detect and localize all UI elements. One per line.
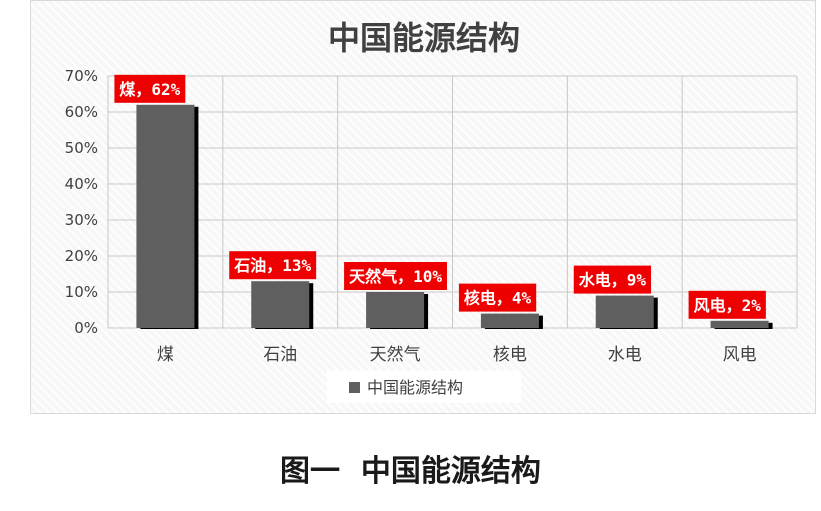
x-category-label: 煤 — [157, 345, 174, 365]
data-label-background — [114, 74, 186, 103]
y-tick-label: 60% — [65, 103, 98, 121]
data-label-text: 水电，9% — [579, 271, 647, 290]
data-label-background — [344, 262, 447, 290]
y-tick-label: 70% — [65, 67, 98, 85]
figure-caption: 图一 中国能源结构 — [280, 454, 541, 489]
data-label-text: 风电，2% — [694, 296, 762, 315]
data-label-text: 天然气，10% — [349, 267, 442, 286]
data-labels: 煤，62% 石油，13% 天然气，10% 核电，4% 水电，9% 风电，2% — [114, 74, 766, 319]
bar — [595, 295, 654, 328]
y-tick-label: 50% — [65, 139, 98, 157]
x-category-label: 天然气 — [370, 345, 421, 365]
chart-panel: 中国能源结构 0% 10% 20% 30% 40% 50% 60% 70% 煤 石油 天然气 核电 水… — [30, 0, 816, 414]
legend-swatch — [349, 382, 360, 393]
y-tick-label: 40% — [65, 175, 98, 193]
data-label: 煤，62% — [114, 74, 186, 103]
data-label: 石油，13% — [229, 251, 317, 280]
data-label: 水电，9% — [573, 265, 652, 294]
y-tick-label: 10% — [65, 283, 98, 301]
gridlines — [107, 75, 798, 329]
x-category-label: 风电 — [723, 345, 757, 365]
data-label-background — [573, 265, 652, 294]
y-tick-label: 0% — [74, 319, 98, 337]
y-axis-ticks: 0% 10% 20% 30% 40% 50% 60% 70% — [65, 67, 98, 337]
data-label: 核电，4% — [458, 283, 537, 312]
x-category-label: 核电 — [493, 345, 527, 365]
bar — [710, 320, 769, 328]
data-label-text: 煤，62% — [119, 80, 180, 99]
x-category-label: 石油 — [263, 345, 297, 365]
legend-label: 中国能源结构 — [367, 378, 463, 397]
bars — [136, 104, 773, 329]
legend: 中国能源结构 — [327, 371, 521, 403]
data-label: 风电，2% — [688, 290, 766, 319]
y-tick-label: 30% — [65, 211, 98, 229]
data-label-background — [688, 290, 766, 319]
y-tick-label: 20% — [65, 247, 98, 265]
chart-title: 中国能源结构 — [328, 19, 520, 57]
data-label-background — [229, 251, 317, 280]
bar — [251, 281, 310, 328]
x-category-label: 水电 — [608, 345, 642, 365]
bar — [480, 313, 539, 328]
x-axis-labels: 煤 石油 天然气 核电 水电 风电 — [157, 345, 757, 365]
data-label: 天然气，10% — [344, 262, 447, 290]
data-label-text: 核电，4% — [464, 289, 532, 308]
data-label-text: 石油，13% — [233, 256, 311, 275]
bar-chart: 中国能源结构 0% 10% 20% 30% 40% 50% 60% 70% 煤 石油 天然气 核电 水… — [65, 19, 798, 403]
bar — [136, 104, 195, 328]
bar — [366, 292, 425, 328]
data-label-background — [458, 283, 537, 312]
